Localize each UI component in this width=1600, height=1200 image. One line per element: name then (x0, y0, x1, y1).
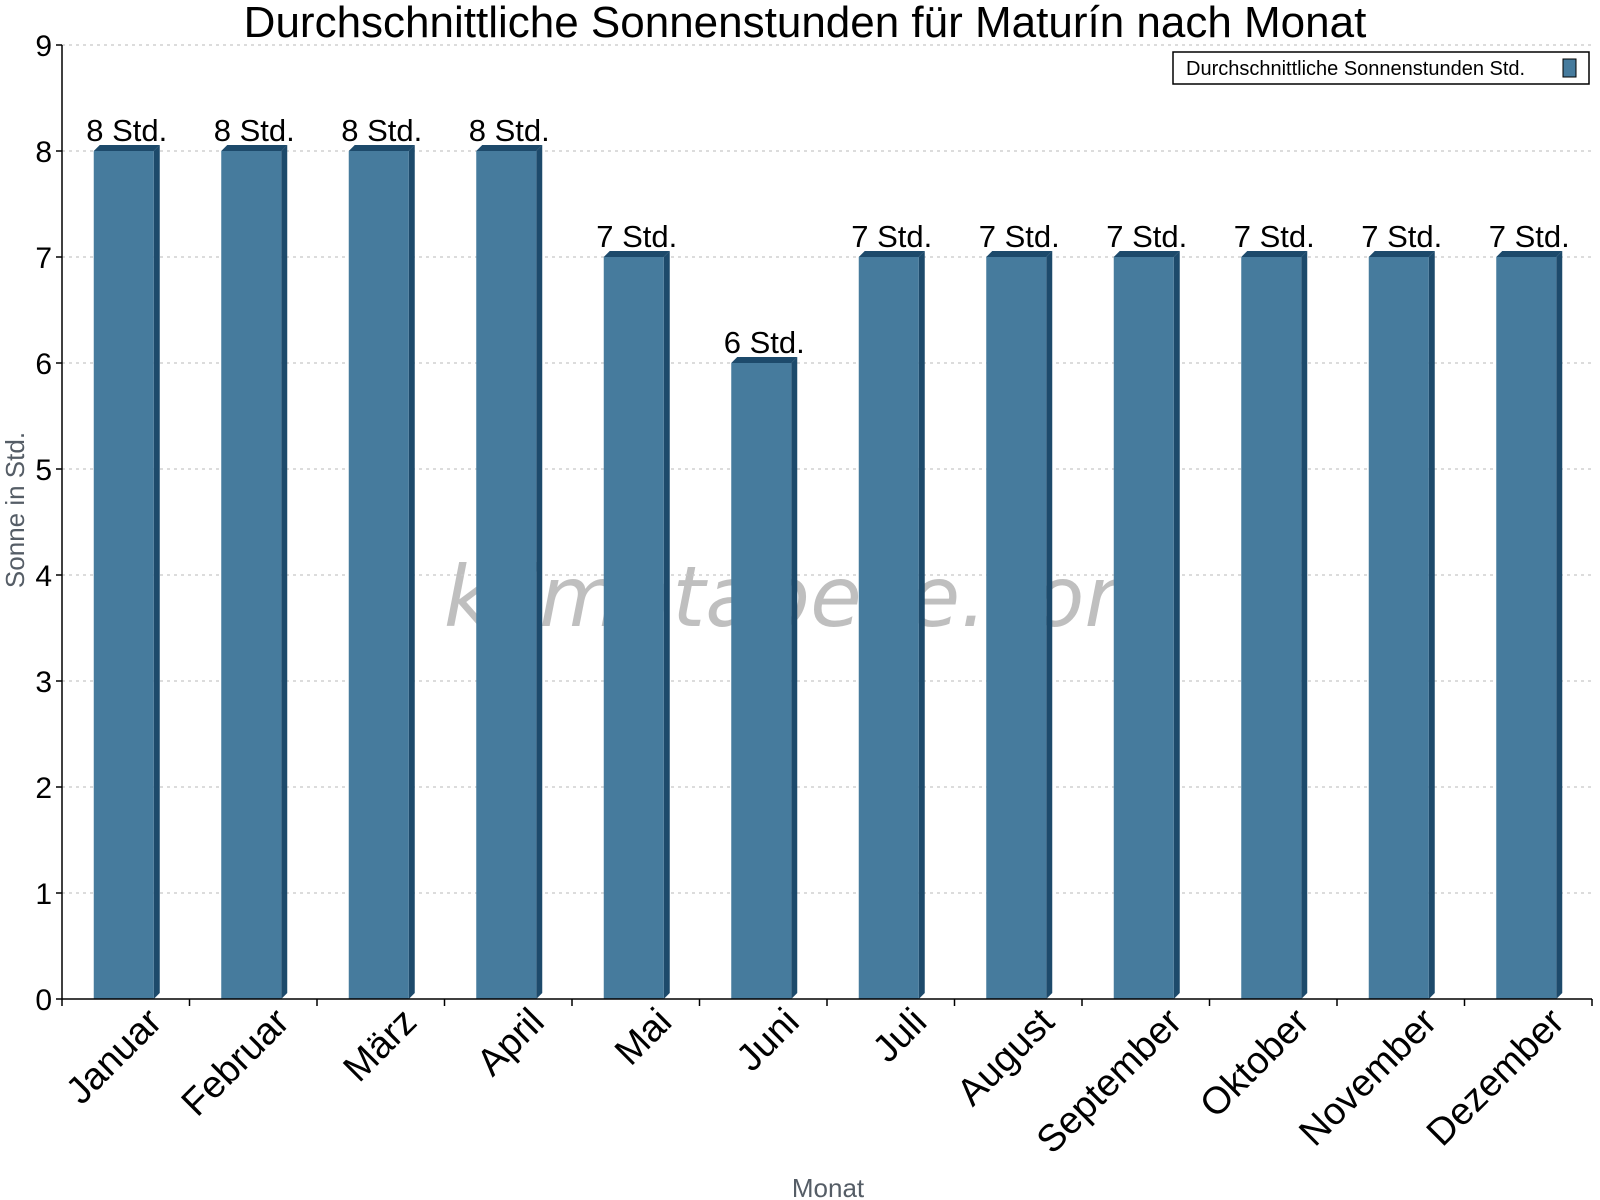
bar-top-face (731, 357, 798, 363)
bar (603, 257, 664, 999)
bar-side-face (1173, 251, 1180, 999)
bar-side-face (791, 357, 798, 999)
x-axis-title: Monat (792, 1173, 865, 1200)
data-label: 7 Std. (979, 219, 1060, 254)
bars (93, 145, 1563, 999)
bar-side-face (536, 145, 543, 999)
data-labels: 8 Std. 8 Std. 8 Std. 8 Std. 7 Std. 6 Std. 7 St… (86, 113, 1570, 360)
data-label: 6 Std. (724, 325, 805, 360)
bar (731, 363, 792, 999)
data-label: 8 Std. (214, 113, 295, 148)
bar-side-face (281, 145, 288, 999)
bar (476, 151, 537, 999)
x-category-label: Juni (729, 1001, 808, 1080)
bar-august (986, 251, 1053, 999)
y-tick-label: 1 (35, 878, 52, 911)
bar-april (476, 145, 543, 999)
x-category-label: Mai (607, 1001, 680, 1074)
x-category-label: April (469, 1001, 552, 1084)
bar-top-face (1241, 251, 1308, 257)
bar-juni (731, 357, 798, 999)
bar-top-face (476, 145, 543, 151)
x-category-label: Dezember (1419, 1000, 1573, 1154)
x-category-label: März (336, 1001, 425, 1090)
bar-dezember (1496, 251, 1563, 999)
axes (61, 45, 1593, 1006)
bar (986, 257, 1047, 999)
bar (1496, 257, 1557, 999)
data-label: 7 Std. (596, 219, 677, 254)
legend-label: Durchschnittliche Sonnenstunden Std. (1186, 58, 1525, 80)
bar (1113, 257, 1174, 999)
bar-side-face (1428, 251, 1435, 999)
legend-swatch (1562, 58, 1577, 78)
bar-top-face (603, 251, 670, 257)
bar-top-face (986, 251, 1053, 257)
y-tick-label: 0 (35, 984, 52, 1017)
bar-side-face (1301, 251, 1308, 999)
x-category-label: Februar (174, 1000, 298, 1124)
y-axis-title: Sonne in Std. (0, 432, 30, 588)
data-label: 7 Std. (851, 219, 932, 254)
bar-side-face (1046, 251, 1053, 999)
bar-side-face (408, 145, 415, 999)
watermark-text: klimatabelle.com (444, 548, 1167, 646)
y-axis-ticks: 0 1 2 3 4 5 6 7 8 9 (35, 30, 62, 1017)
data-label: 7 Std. (1489, 219, 1570, 254)
bar-juli (858, 251, 925, 999)
bar-november (1368, 251, 1435, 999)
x-category-label: Oktober (1192, 1000, 1318, 1126)
bar-märz (348, 145, 415, 999)
y-tick-label: 8 (35, 136, 52, 169)
bar-top-face (1496, 251, 1563, 257)
x-category-label: August (949, 1000, 1063, 1114)
data-label: 8 Std. (469, 113, 550, 148)
bar-side-face (1556, 251, 1563, 999)
bar-top-face (1113, 251, 1180, 257)
y-tick-label: 3 (35, 666, 52, 699)
x-axis-categories: Januar Februar März April Mai Juni Juli AugustS… (58, 1000, 1573, 1161)
bar (93, 151, 154, 999)
bar (221, 151, 282, 999)
bar (348, 151, 409, 999)
y-tick-label: 9 (35, 30, 52, 63)
legend-box (1172, 51, 1590, 85)
bar-top-face (348, 145, 415, 151)
bar-top-face (221, 145, 288, 151)
data-label: 8 Std. (341, 113, 422, 148)
y-tick-label: 2 (35, 772, 52, 805)
bar-januar (93, 145, 160, 999)
bar-mai (603, 251, 670, 999)
bar (1368, 257, 1429, 999)
data-label: 7 Std. (1106, 219, 1187, 254)
chart-title: Durchschnittliche Sonnenstunden für Matu… (244, 0, 1367, 47)
bar-top-face (1368, 251, 1435, 257)
y-tick-label: 4 (35, 560, 52, 593)
bar (858, 257, 919, 999)
x-category-label: Januar (58, 1000, 170, 1112)
legend: Durchschnittliche Sonnenstunden Std. (1172, 51, 1590, 85)
bar-september (1113, 251, 1180, 999)
bar (1241, 257, 1302, 999)
bar-side-face (918, 251, 925, 999)
data-label: 8 Std. (86, 113, 167, 148)
bar-top-face (858, 251, 925, 257)
bar-oktober (1241, 251, 1308, 999)
x-category-label: November (1291, 1000, 1445, 1154)
y-tick-label: 5 (35, 454, 52, 487)
gridlines (62, 44, 1592, 894)
bar-side-face (153, 145, 160, 999)
x-category-label: Juli (865, 1001, 935, 1071)
bar-top-face (93, 145, 160, 151)
bar-februar (221, 145, 288, 999)
data-label: 7 Std. (1234, 219, 1315, 254)
y-tick-label: 7 (35, 242, 52, 275)
bar-side-face (663, 251, 670, 999)
y-tick-label: 6 (35, 348, 52, 381)
data-label: 7 Std. (1361, 219, 1442, 254)
